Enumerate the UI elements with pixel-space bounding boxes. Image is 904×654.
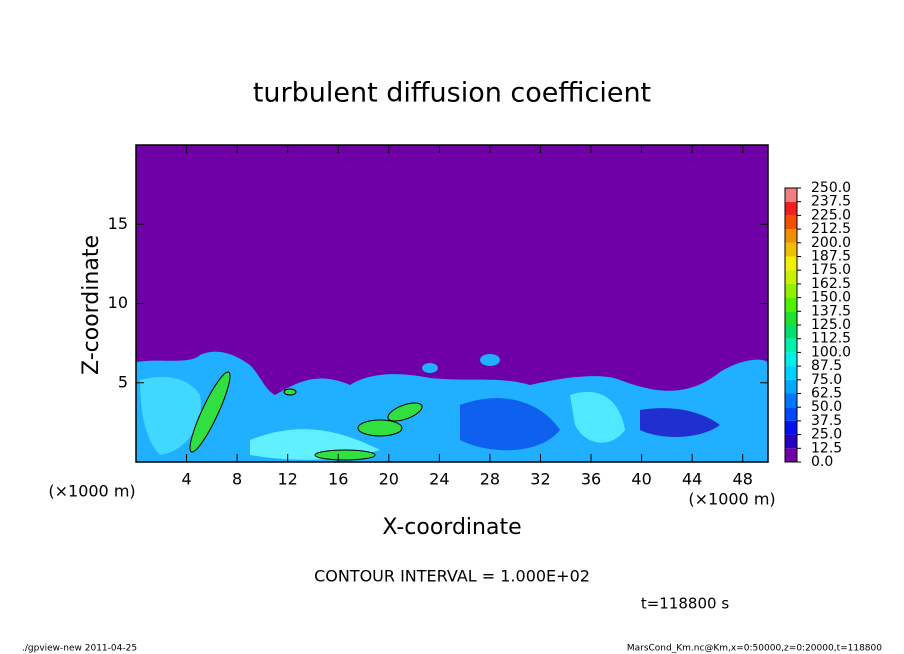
field-patch (422, 363, 438, 373)
footer-right: MarsCond_Km.nc@Km,x=0:50000,z=0:20000,t=… (627, 644, 882, 654)
field-contour (387, 402, 423, 422)
colorbar-label: 25.0 (811, 427, 842, 443)
colorbar-band (785, 407, 797, 421)
x-tick-label: 44 (682, 470, 702, 489)
colorbar-band (785, 188, 797, 202)
colorbar-band (785, 325, 797, 339)
y-tick-label: 10 (108, 293, 128, 312)
x-tick-label: 24 (429, 470, 449, 489)
colorbar-label: 187.5 (811, 249, 851, 265)
colorbar-label: 0.0 (811, 454, 833, 470)
colorbar-band (785, 338, 797, 353)
y-axis-unit: (×1000 m) (48, 482, 135, 501)
colorbar-label: 100.0 (811, 344, 851, 360)
colorbar-label: 87.5 (811, 358, 842, 374)
contour-interval: CONTOUR INTERVAL = 1.000E+02 (314, 567, 590, 586)
colorbar-band (785, 297, 797, 312)
field-patch (640, 408, 720, 437)
colorbar-label: 112.5 (811, 331, 851, 347)
chart-title: turbulent diffusion coefficient (253, 78, 651, 109)
x-tick-label: 20 (379, 470, 399, 489)
colorbar-band (785, 283, 797, 298)
colorbar-band (785, 215, 797, 230)
field-patch (460, 398, 560, 451)
x-tick-label: 4 (181, 470, 191, 489)
y-tick-label: 15 (108, 214, 128, 233)
colorbar-label: 62.5 (811, 386, 842, 402)
x-tick-label: 40 (631, 470, 651, 489)
x-axis-unit: (×1000 m) (688, 490, 775, 509)
colorbar-label: 75.0 (811, 372, 842, 388)
colorbar-label: 225.0 (811, 207, 851, 223)
field-contour (314, 449, 376, 461)
field-patch (570, 391, 625, 443)
x-tick-label: 8 (232, 470, 242, 489)
y-tick-label: 5 (118, 372, 128, 391)
colorbar-label: 175.0 (811, 262, 851, 278)
time-label: t=118800 s (641, 595, 729, 613)
colorbar-band (785, 379, 797, 394)
x-axis-label: X-coordinate (382, 515, 521, 540)
field-contour (283, 388, 297, 396)
colorbar-band (785, 229, 797, 243)
colorbar-label: 250.0 (811, 180, 851, 196)
x-tick-label: 16 (328, 470, 348, 489)
x-tick-label: 28 (480, 470, 500, 489)
colorbar-band (785, 420, 797, 435)
x-tick-label: 48 (733, 470, 753, 489)
colorbar-band (785, 311, 797, 325)
x-tick-label: 36 (581, 470, 601, 489)
colorbar-band (785, 256, 797, 271)
field (135, 144, 769, 463)
colorbar-band (785, 270, 797, 284)
colorbar-band (785, 393, 797, 408)
colorbar-band (785, 201, 797, 216)
field-contour (357, 419, 403, 437)
colorbar-label: 212.5 (811, 221, 851, 237)
colorbar-band (785, 366, 797, 380)
colorbar-band (785, 434, 797, 449)
y-axis-label: Z-coordinate (79, 235, 104, 375)
footer-left: ./gpview-new 2011-04-25 (22, 644, 137, 654)
colorbar-label: 150.0 (811, 290, 851, 306)
colorbar-band (785, 352, 797, 367)
colorbar-label: 50.0 (811, 399, 842, 415)
x-tick-label: 32 (530, 470, 550, 489)
colorbar-label: 162.5 (811, 276, 851, 292)
colorbar-band (785, 448, 797, 462)
x-tick-label: 12 (278, 470, 298, 489)
colorbar-label: 12.5 (811, 440, 842, 456)
colorbar-label: 37.5 (811, 413, 842, 429)
colorbar-label: 200.0 (811, 235, 851, 251)
colorbar-label: 137.5 (811, 303, 851, 319)
field-contour (189, 371, 231, 453)
colorbar-band (785, 242, 797, 257)
colorbar-label: 237.5 (811, 194, 851, 210)
colorbar-label: 125.0 (811, 317, 851, 333)
field-patch (140, 376, 201, 455)
field-patch (480, 354, 500, 366)
